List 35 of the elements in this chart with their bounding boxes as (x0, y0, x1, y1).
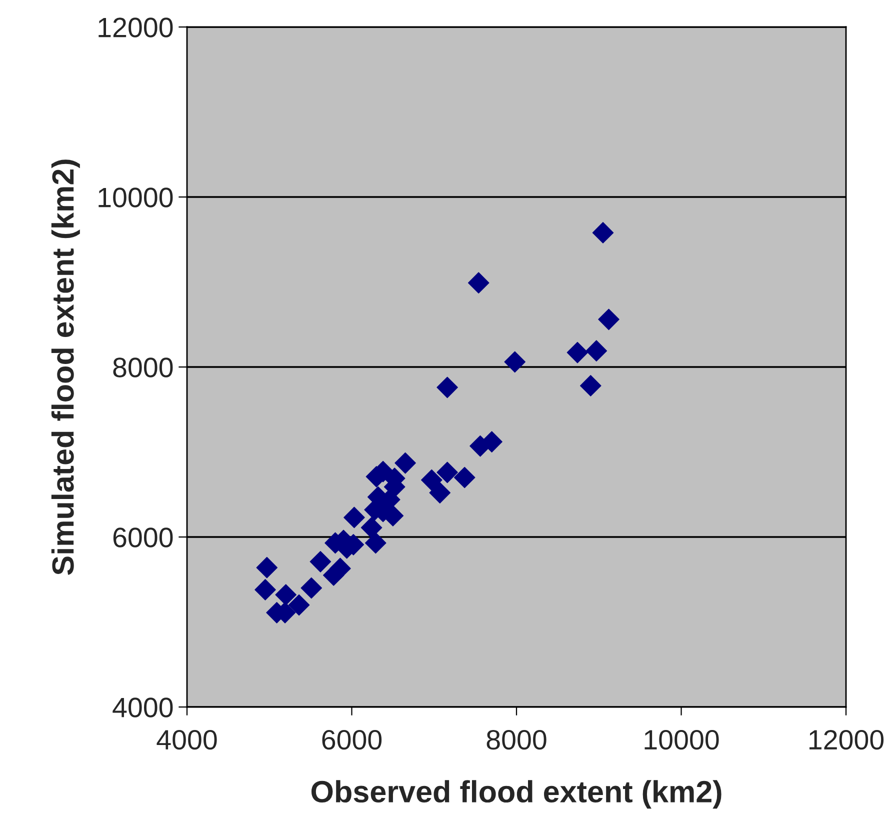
point (454, 466, 476, 488)
point (580, 375, 602, 396)
point (421, 469, 442, 491)
point (598, 308, 620, 330)
point (322, 564, 344, 586)
x-axis-title: Observed flood extent (km2) (311, 780, 722, 809)
y-tick-label: 10000 (98, 188, 173, 208)
point (504, 351, 526, 373)
point (360, 517, 382, 538)
point (256, 556, 278, 578)
point (592, 222, 614, 244)
y-axis-title: Simulated flood extent (km2) (51, 160, 80, 575)
point (300, 577, 322, 599)
point (288, 594, 310, 616)
point (364, 532, 386, 554)
point (468, 272, 490, 294)
point (310, 551, 332, 572)
y-tick-label: 12000 (98, 18, 173, 38)
point (275, 584, 296, 606)
y-tick-label: 8000 (113, 358, 173, 378)
x-tick-label: 6000 (322, 730, 382, 750)
point (344, 506, 365, 528)
x-tick-label: 12000 (810, 730, 884, 750)
point (394, 452, 416, 474)
point (429, 482, 451, 504)
point (436, 376, 458, 398)
x-tick-label: 10000 (644, 730, 719, 750)
x-tick-label: 4000 (156, 730, 217, 750)
y-tick-label: 4000 (112, 698, 173, 718)
point (566, 342, 588, 364)
point (586, 340, 608, 362)
y-tick-label: 6000 (113, 528, 173, 548)
point (436, 462, 458, 484)
x-tick-label: 8000 (486, 730, 546, 750)
point (254, 579, 276, 600)
